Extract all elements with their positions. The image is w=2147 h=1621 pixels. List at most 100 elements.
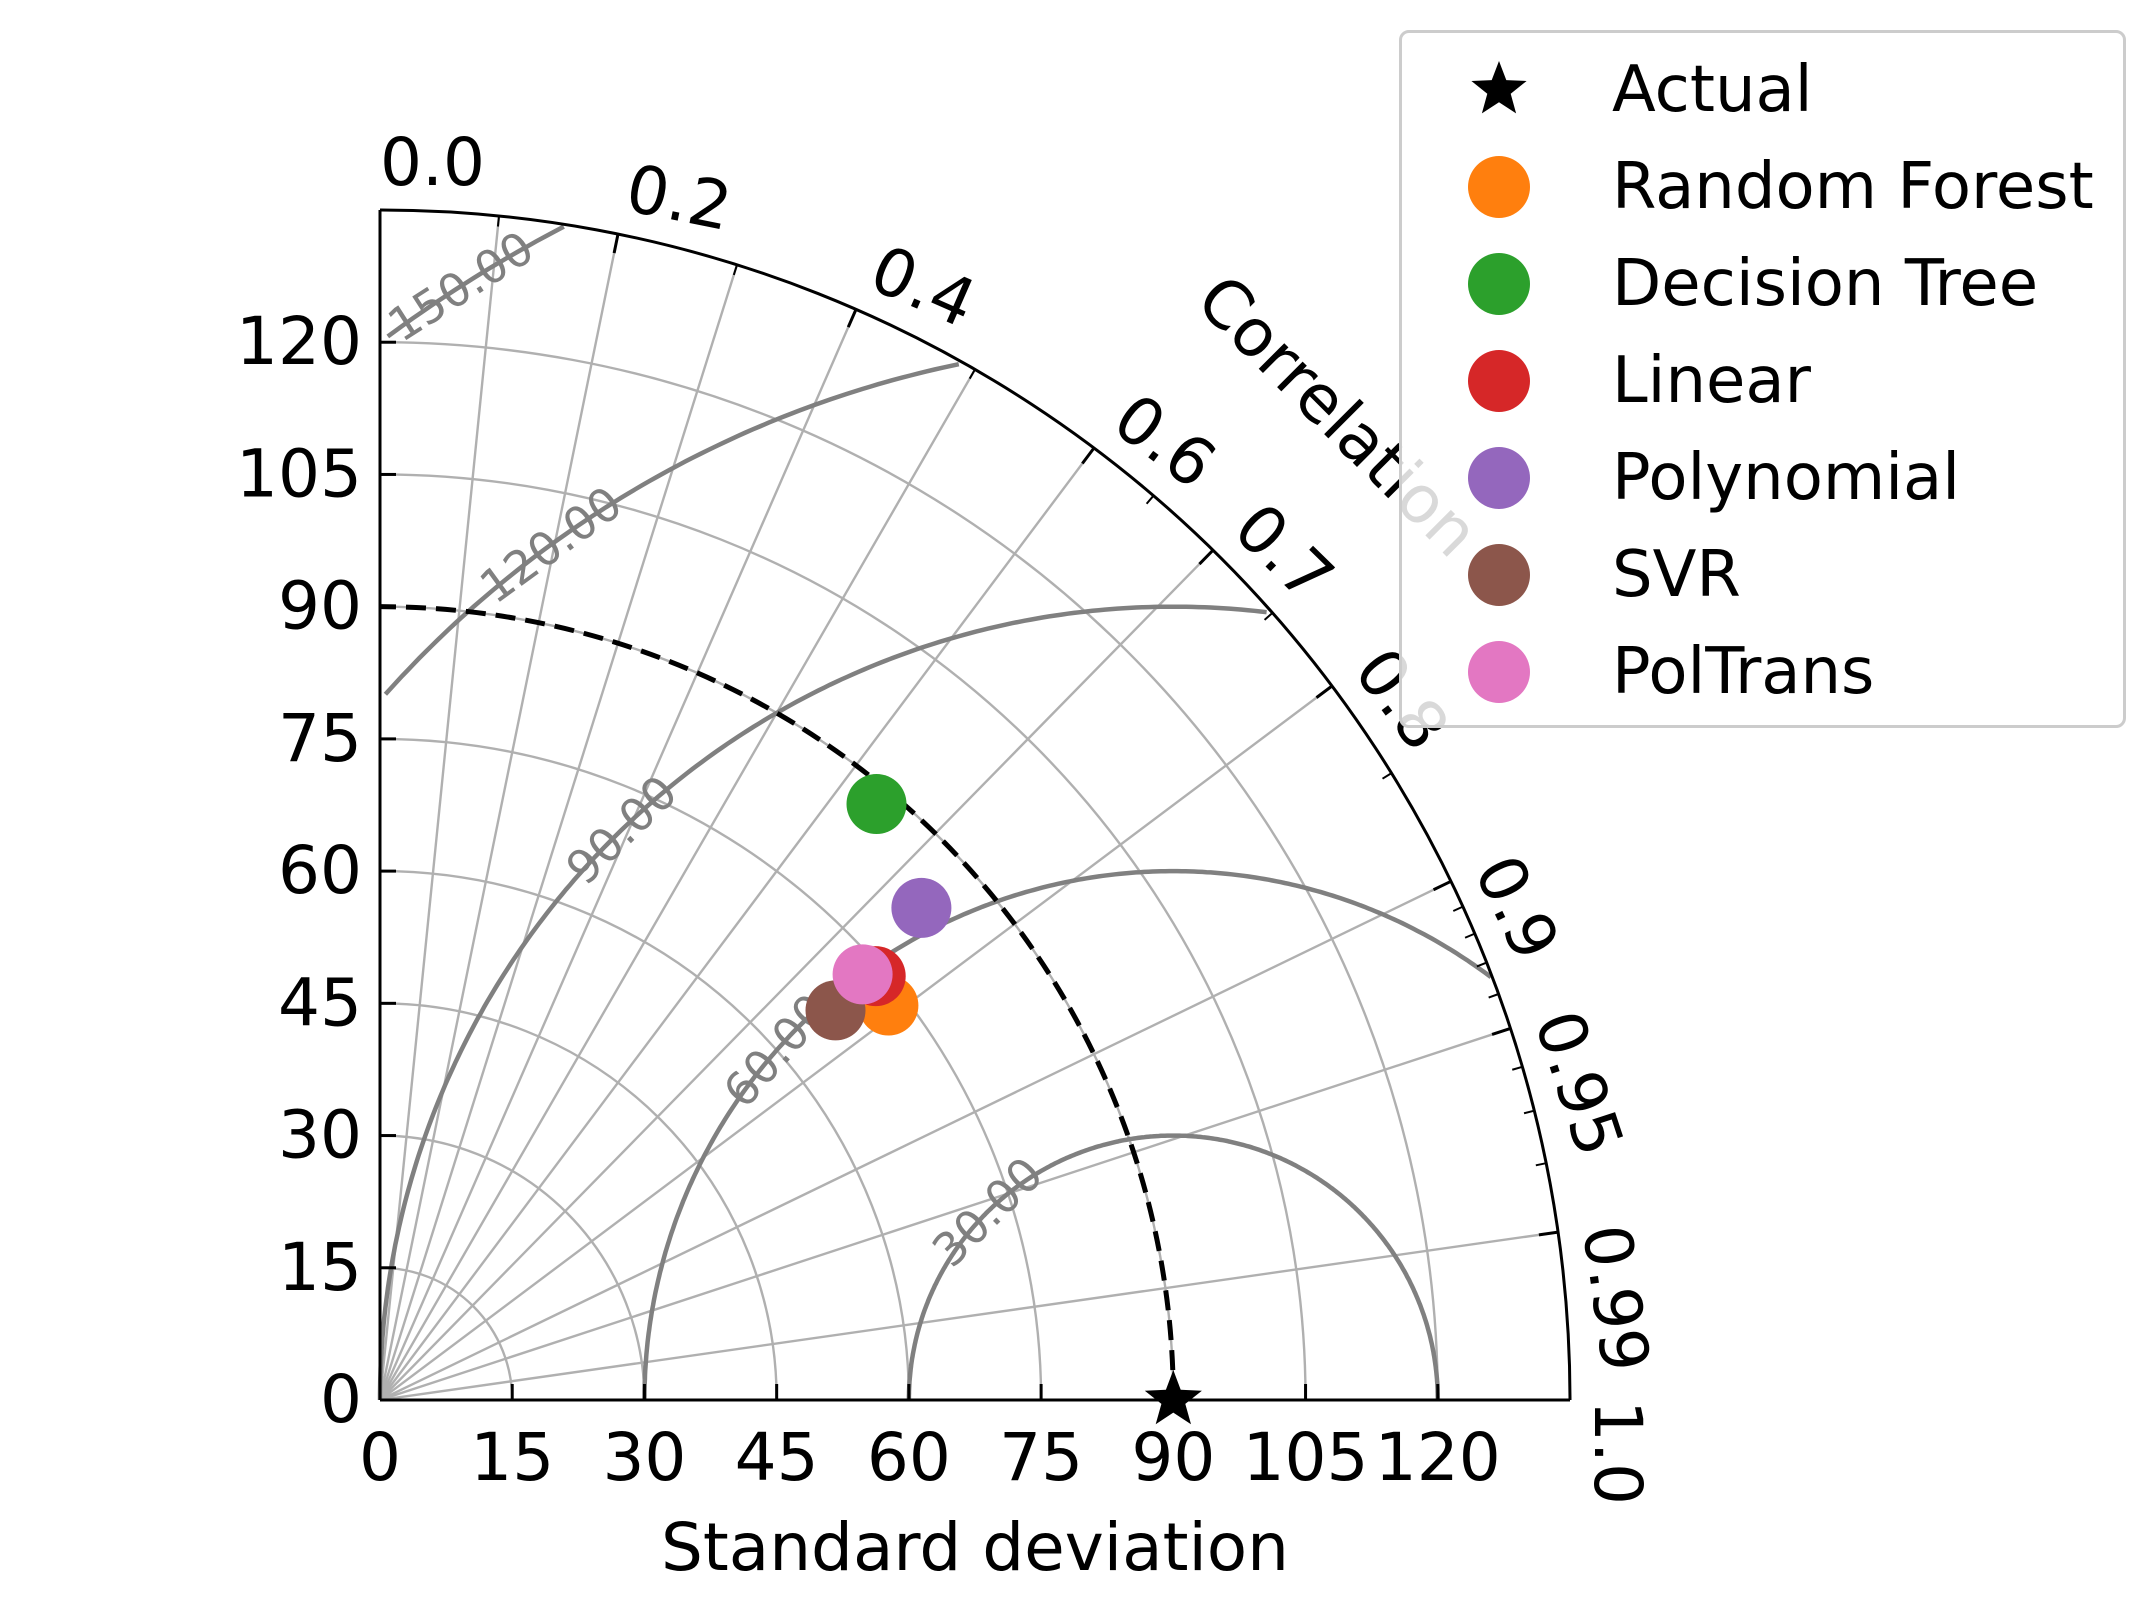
std-grid-arc: [379, 1002, 778, 1401]
correlation-minor-tick: [1381, 772, 1393, 780]
correlation-tick-mark: [1198, 549, 1215, 566]
correlation-tick-mark: [1432, 879, 1452, 892]
correlation-tick-label: 0.6: [1099, 379, 1229, 504]
rms-contour-label: 120.00: [470, 476, 632, 614]
correlation-minor-tick: [1464, 932, 1476, 939]
x-axis-label: Standard deviation: [661, 1509, 1289, 1586]
correlation-minor-tick: [1263, 612, 1274, 621]
correlation-tick-mark: [612, 233, 620, 254]
correlation-grid-line: [378, 233, 620, 1401]
rms-contour: [383, 361, 960, 696]
legend-label: Linear: [1612, 344, 1811, 418]
correlation-tick-label: 1.0: [1579, 1400, 1656, 1505]
std-grid-arc: [379, 473, 1307, 1401]
correlation-minor-tick: [496, 215, 500, 227]
legend-label: Polynomial: [1612, 441, 1960, 515]
correlation-minor-tick: [1511, 1065, 1523, 1071]
legend-item-actual: Actual: [1402, 55, 2122, 125]
correlation-tick-label: 0.9: [1459, 844, 1574, 972]
y-tick-label: 0: [320, 1361, 362, 1438]
y-tick-label: 90: [278, 568, 362, 645]
correlation-minor-tick: [1535, 1162, 1547, 1167]
circle-marker-icon: [1468, 544, 1530, 606]
legend-label: SVR: [1612, 538, 1741, 612]
correlation-grid-line: [379, 1027, 1511, 1402]
x-tick-label: 75: [999, 1419, 1083, 1496]
legend-marker-circle: [1468, 350, 1530, 412]
correlation-tick-label: 0.95: [1519, 1002, 1638, 1166]
std-grid-arc: [379, 1266, 514, 1401]
correlation-tick-label: 0.4: [860, 230, 987, 343]
correlation-tick-label: 0.99: [1567, 1220, 1664, 1376]
x-tick-label: 0: [359, 1419, 401, 1496]
correlation-minor-tick: [1476, 961, 1488, 968]
rms-contour-label: 150.00: [378, 220, 543, 352]
y-tick-label: 105: [236, 435, 362, 512]
legend-item: Random Forest: [1402, 152, 2122, 222]
rms-contour: [906, 1133, 1441, 1400]
legend-label: PolTrans: [1612, 635, 1875, 709]
circle-marker-icon: [1468, 156, 1530, 218]
correlation-minor-tick: [968, 368, 976, 380]
legend-item: Decision Tree: [1402, 249, 2122, 319]
correlation-grid-line: [379, 685, 1333, 1401]
legend-label: Random Forest: [1612, 150, 2094, 224]
correlation-tick-mark: [846, 308, 858, 328]
y-tick-label: 15: [278, 1229, 362, 1306]
legend-marker-circle: [1468, 544, 1530, 606]
y-tick-label: 75: [278, 700, 362, 777]
data-point-decision-tree: [846, 774, 907, 834]
circle-marker-icon: [1468, 350, 1530, 412]
star-icon: [1471, 61, 1527, 114]
correlation-minor-tick: [732, 264, 738, 276]
correlation-grid-line: [378, 264, 739, 1401]
circle-marker-icon: [1468, 641, 1530, 703]
legend-item: SVR: [1402, 540, 2122, 610]
correlation-tick-mark: [1491, 1026, 1511, 1036]
rms-contour: [386, 224, 565, 339]
y-tick-label: 120: [236, 303, 362, 380]
std-grid-arc: [379, 737, 1043, 1401]
circle-marker-icon: [1468, 253, 1530, 315]
rms-contour: [642, 868, 1493, 1401]
legend-marker-circle: [1468, 447, 1530, 509]
x-tick-label: 105: [1243, 1419, 1369, 1496]
correlation-grid-line: [378, 368, 977, 1401]
data-point-poltrans: [832, 944, 893, 1005]
legend-label: Actual: [1612, 53, 1813, 127]
y-tick-label: 60: [278, 832, 362, 909]
correlation-grid-line: [378, 308, 858, 1401]
std-grid-arc: [379, 869, 911, 1401]
legend-marker-circle: [1468, 156, 1530, 218]
correlation-tick-label: 0.2: [620, 150, 738, 246]
legend: Actual Random Forest Decision Tree Linear P…: [1399, 30, 2126, 728]
data-points: [805, 774, 1202, 1425]
legend-item: Polynomial: [1402, 443, 2122, 513]
reference-std-arc: [379, 604, 1176, 1401]
correlation-tick-mark: [1081, 447, 1096, 465]
x-tick-label: 60: [867, 1419, 951, 1496]
reference-point: [1144, 1370, 1202, 1425]
x-tick-label: 45: [735, 1419, 819, 1496]
legend-marker-circle: [1468, 253, 1530, 315]
correlation-tick-mark: [1538, 1230, 1559, 1237]
correlation-minor-tick: [1523, 1109, 1535, 1115]
x-tick-label: 30: [602, 1419, 686, 1496]
legend-marker-circle: [1468, 641, 1530, 703]
legend-label: Decision Tree: [1612, 247, 2039, 321]
correlation-grid-line: [378, 215, 501, 1401]
circle-marker-icon: [1468, 447, 1530, 509]
rms-contour: [377, 604, 1267, 1400]
axes-frame: [378, 208, 1572, 1402]
correlation-tick-label: 0.7: [1219, 489, 1348, 617]
correlation-tick-mark: [1315, 684, 1333, 699]
y-tick-label: 45: [278, 964, 362, 1041]
legend-item: Linear: [1402, 346, 2122, 416]
correlation-grid-line: [379, 880, 1452, 1402]
correlation-tick-label: 0.0: [380, 124, 485, 201]
std-grid-arc: [379, 1134, 646, 1401]
rms-contour-label: 30.00: [922, 1146, 1054, 1277]
x-tick-label: 90: [1131, 1419, 1215, 1496]
